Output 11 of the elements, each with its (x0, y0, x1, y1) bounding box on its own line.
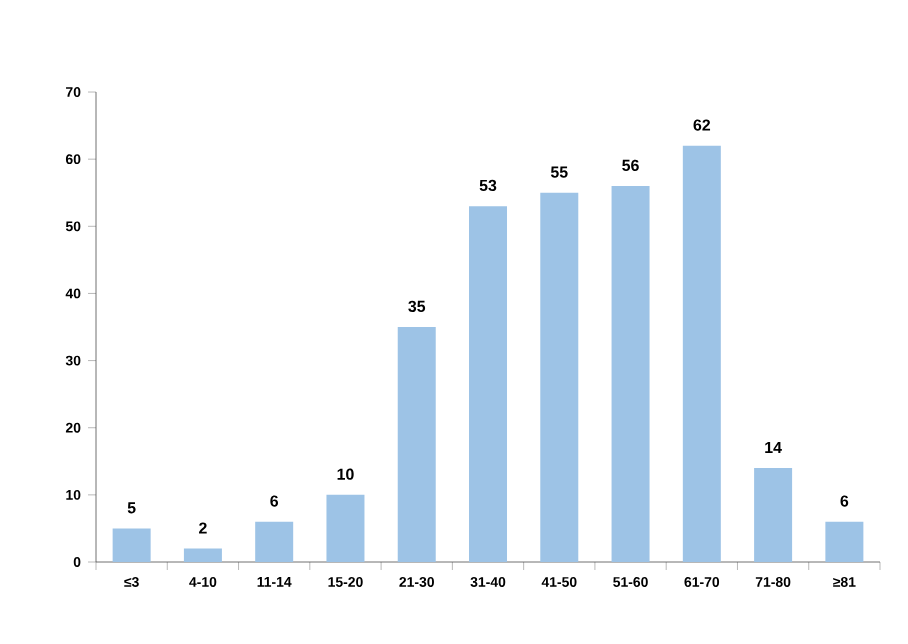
bar (469, 206, 508, 562)
bar (825, 521, 864, 562)
bar (326, 494, 365, 562)
bar (682, 145, 721, 562)
bar (611, 186, 650, 562)
bar (397, 327, 436, 562)
bar (112, 528, 151, 562)
bar (183, 548, 222, 562)
bar (540, 192, 579, 562)
bar (255, 521, 294, 562)
bar (754, 468, 793, 562)
